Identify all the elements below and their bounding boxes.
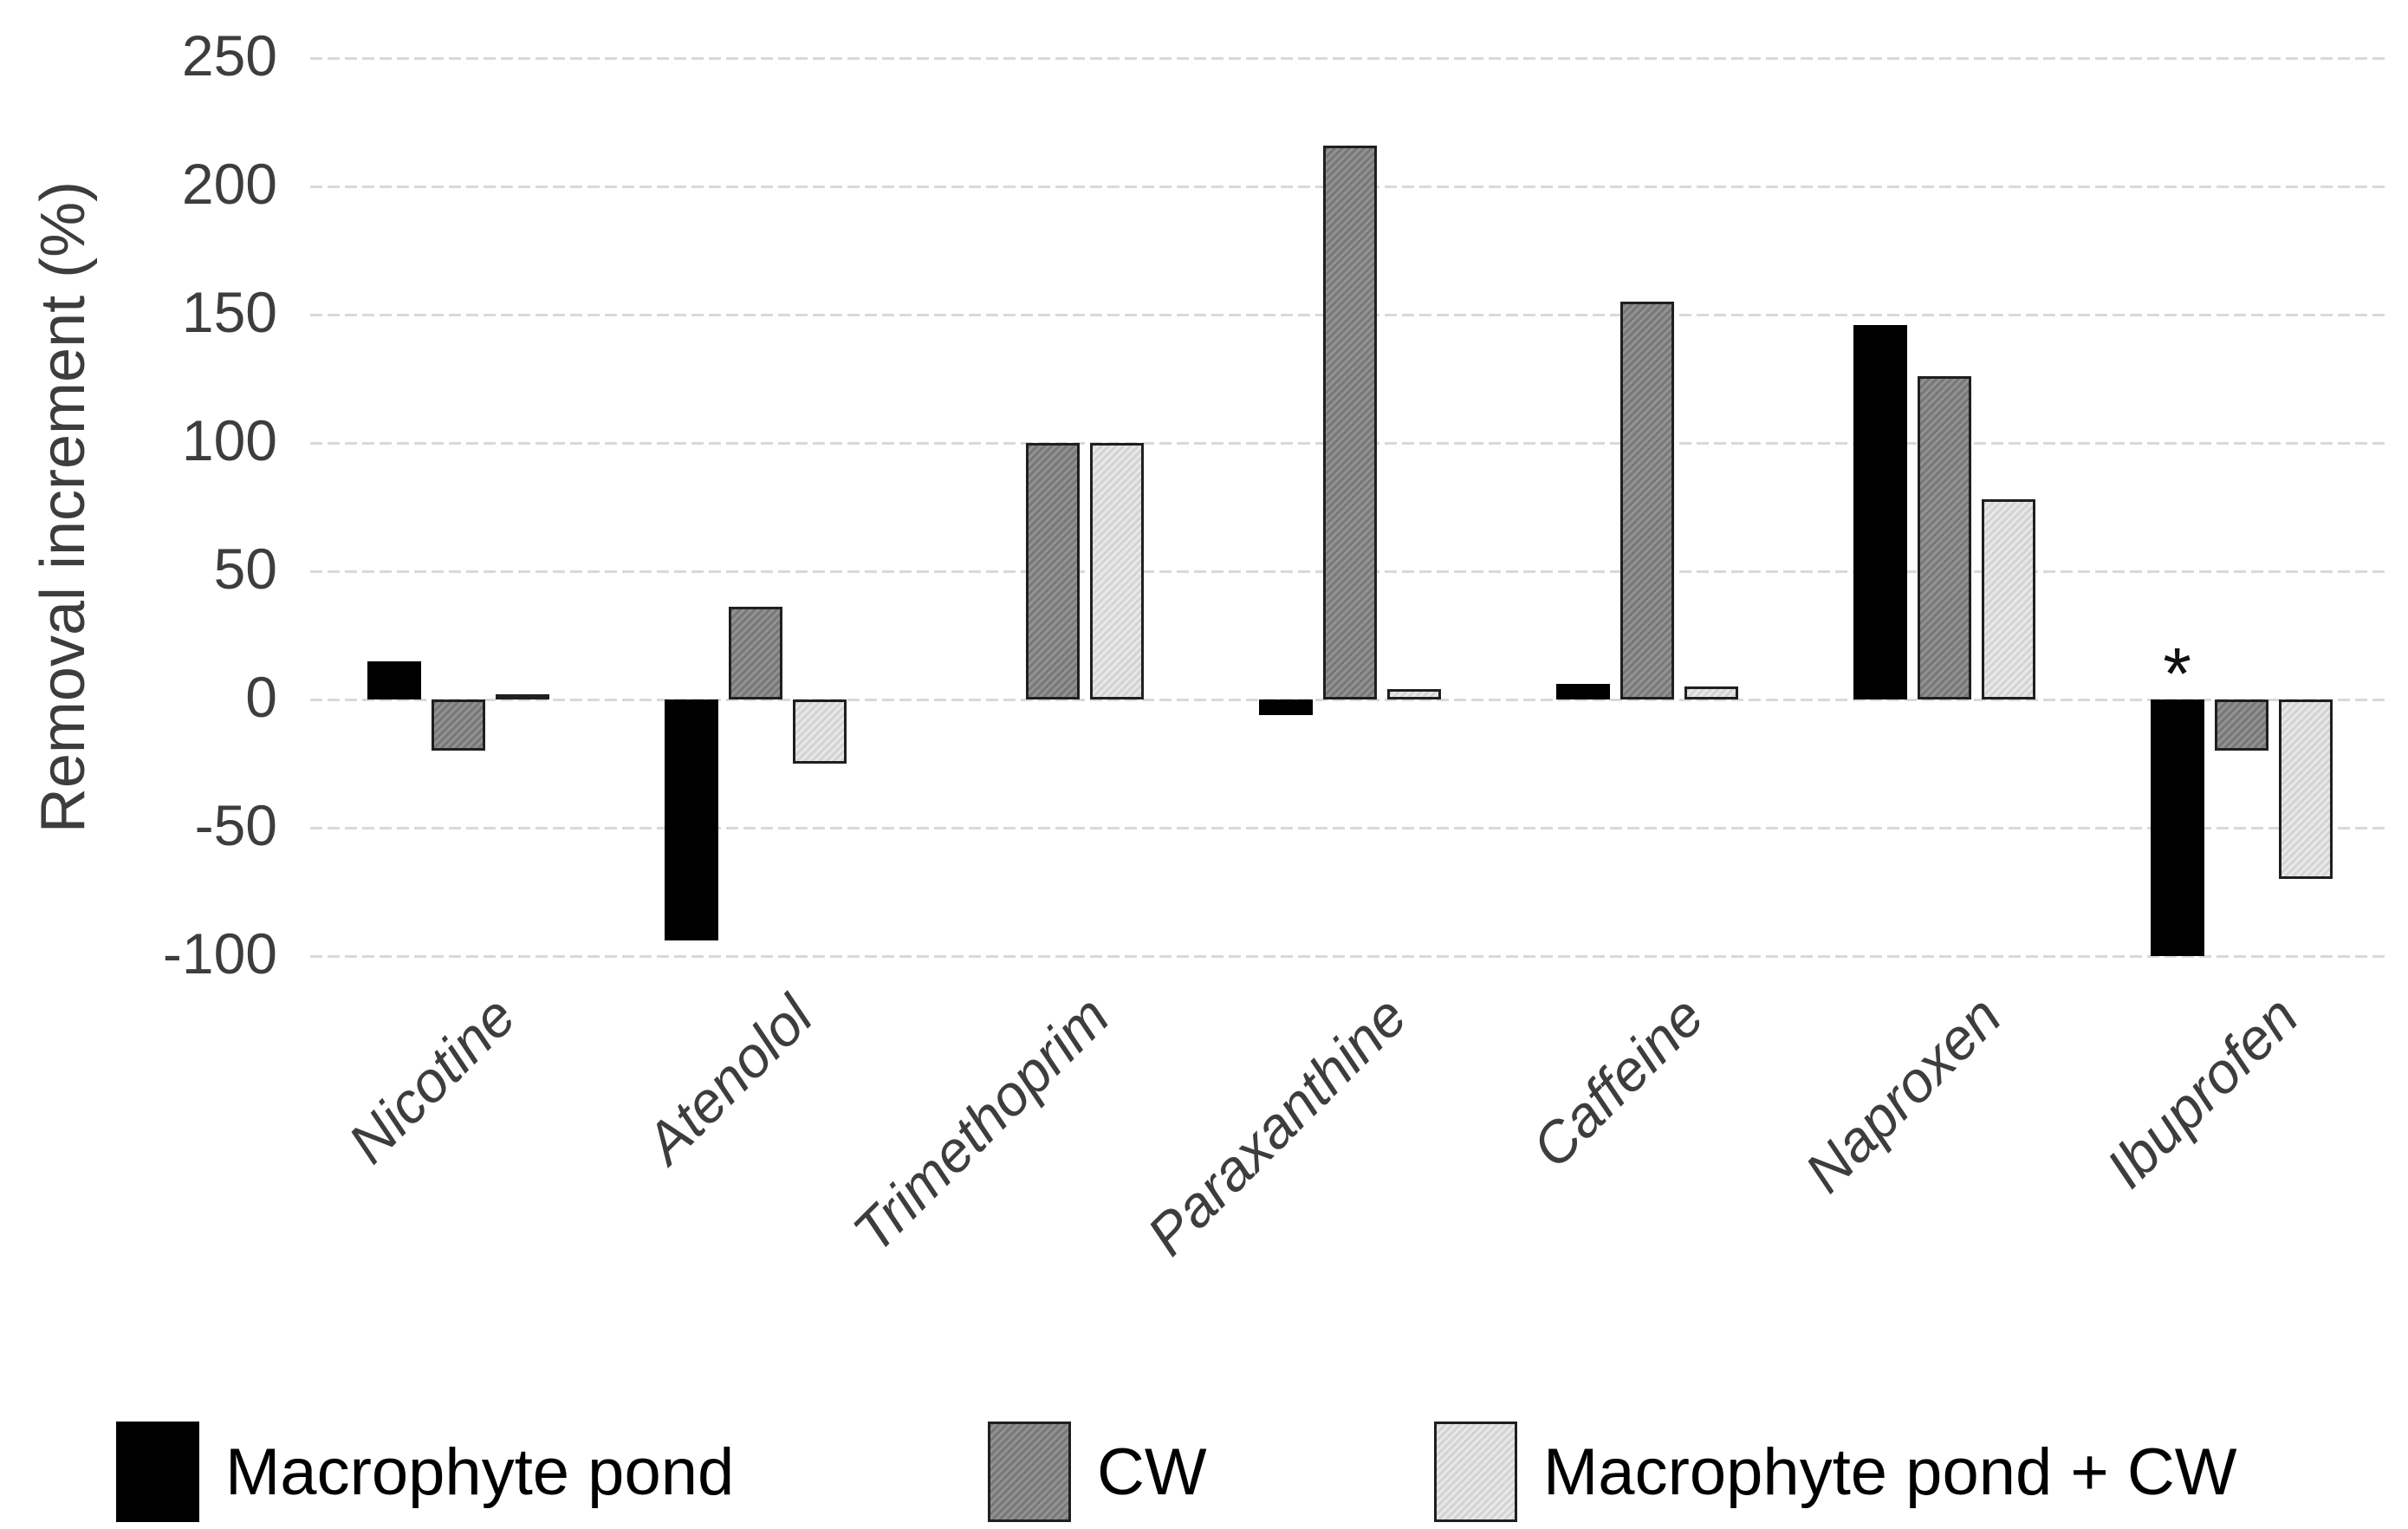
gridline--50 [310,826,2390,830]
bar-macrophyte-pond-cw-atenolol [793,699,847,764]
gridline--100 [310,954,2390,958]
legend-swatch-macrophyte-pond-cw [1434,1422,1517,1522]
bar-macrophyte-pond-cw-naproxen [1981,499,2035,699]
plot-area: * [310,56,2390,958]
significance-asterisk: * [2163,633,2191,714]
x-label-caffeine: Caffeine [1519,983,1716,1180]
y-tick-label--50: -50 [194,792,277,857]
gridline-250 [310,56,2390,60]
x-label-atenolol: Atenolol [633,983,825,1175]
bar-macrophyte-pond-cw-caffeine [1684,686,1738,699]
gridline-0 [310,698,2390,701]
bar-macrophyte-pond-nicotine [367,660,422,699]
y-tick-label-150: 150 [181,279,277,344]
y-tick-label-200: 200 [181,151,277,216]
bar-macrophyte-pond-cw-nicotine [496,694,550,700]
bar-macrophyte-pond-naproxen [1853,324,1907,699]
x-label-trimethoprim: Trimethoprim [841,983,1122,1265]
y-axis-title-text: Removal increment (%) [29,180,99,834]
bar-macrophyte-pond-cw-trimethoprim [1090,443,1145,699]
bar-cw-paraxanthine [1323,145,1377,699]
y-tick-label-0: 0 [245,664,277,729]
y-axis-title: Removal increment (%) [16,58,111,956]
bar-cw-naproxen [1917,376,1971,699]
bar-macrophyte-pond-atenolol [665,699,719,941]
legend-item-macrophyte-pond: Macrophyte pond [116,1418,734,1526]
bar-cw-trimethoprim [1026,443,1081,699]
bar-macrophyte-pond-cw-paraxanthine [1387,689,1441,699]
y-tick-label-50: 50 [213,536,277,601]
legend-label-cw: CW [1097,1435,1207,1509]
legend-item-macrophyte-pond-cw: Macrophyte pond + CW [1434,1418,2237,1526]
bar-macrophyte-pond-ibuprofen [2150,699,2204,956]
bar-cw-caffeine [1619,302,1674,699]
legend-item-cw: CW [988,1418,1207,1526]
bar-macrophyte-pond-caffeine [1555,684,1610,699]
x-label-naproxen: Naproxen [1792,983,2013,1205]
bar-cw-nicotine [432,699,486,751]
x-label-paraxanthine: Paraxanthine [1134,983,1419,1268]
x-label-nicotine: Nicotine [335,983,528,1175]
bar-macrophyte-pond-cw-ibuprofen [2278,699,2333,880]
legend-swatch-macrophyte-pond [116,1422,199,1522]
legend-swatch-cw [988,1422,1071,1522]
y-tick-label-250: 250 [181,23,277,88]
y-tick-label--100: -100 [162,921,277,986]
y-tick-label-100: 100 [181,407,277,472]
bar-cw-atenolol [729,607,783,699]
legend-label-macrophyte-pond-cw: Macrophyte pond + CW [1543,1435,2237,1509]
x-label-ibuprofen: Ibuprofen [2093,983,2310,1200]
bar-cw-ibuprofen [2214,699,2268,751]
bar-macrophyte-pond-paraxanthine [1259,699,1313,715]
legend-label-macrophyte-pond: Macrophyte pond [225,1435,735,1509]
